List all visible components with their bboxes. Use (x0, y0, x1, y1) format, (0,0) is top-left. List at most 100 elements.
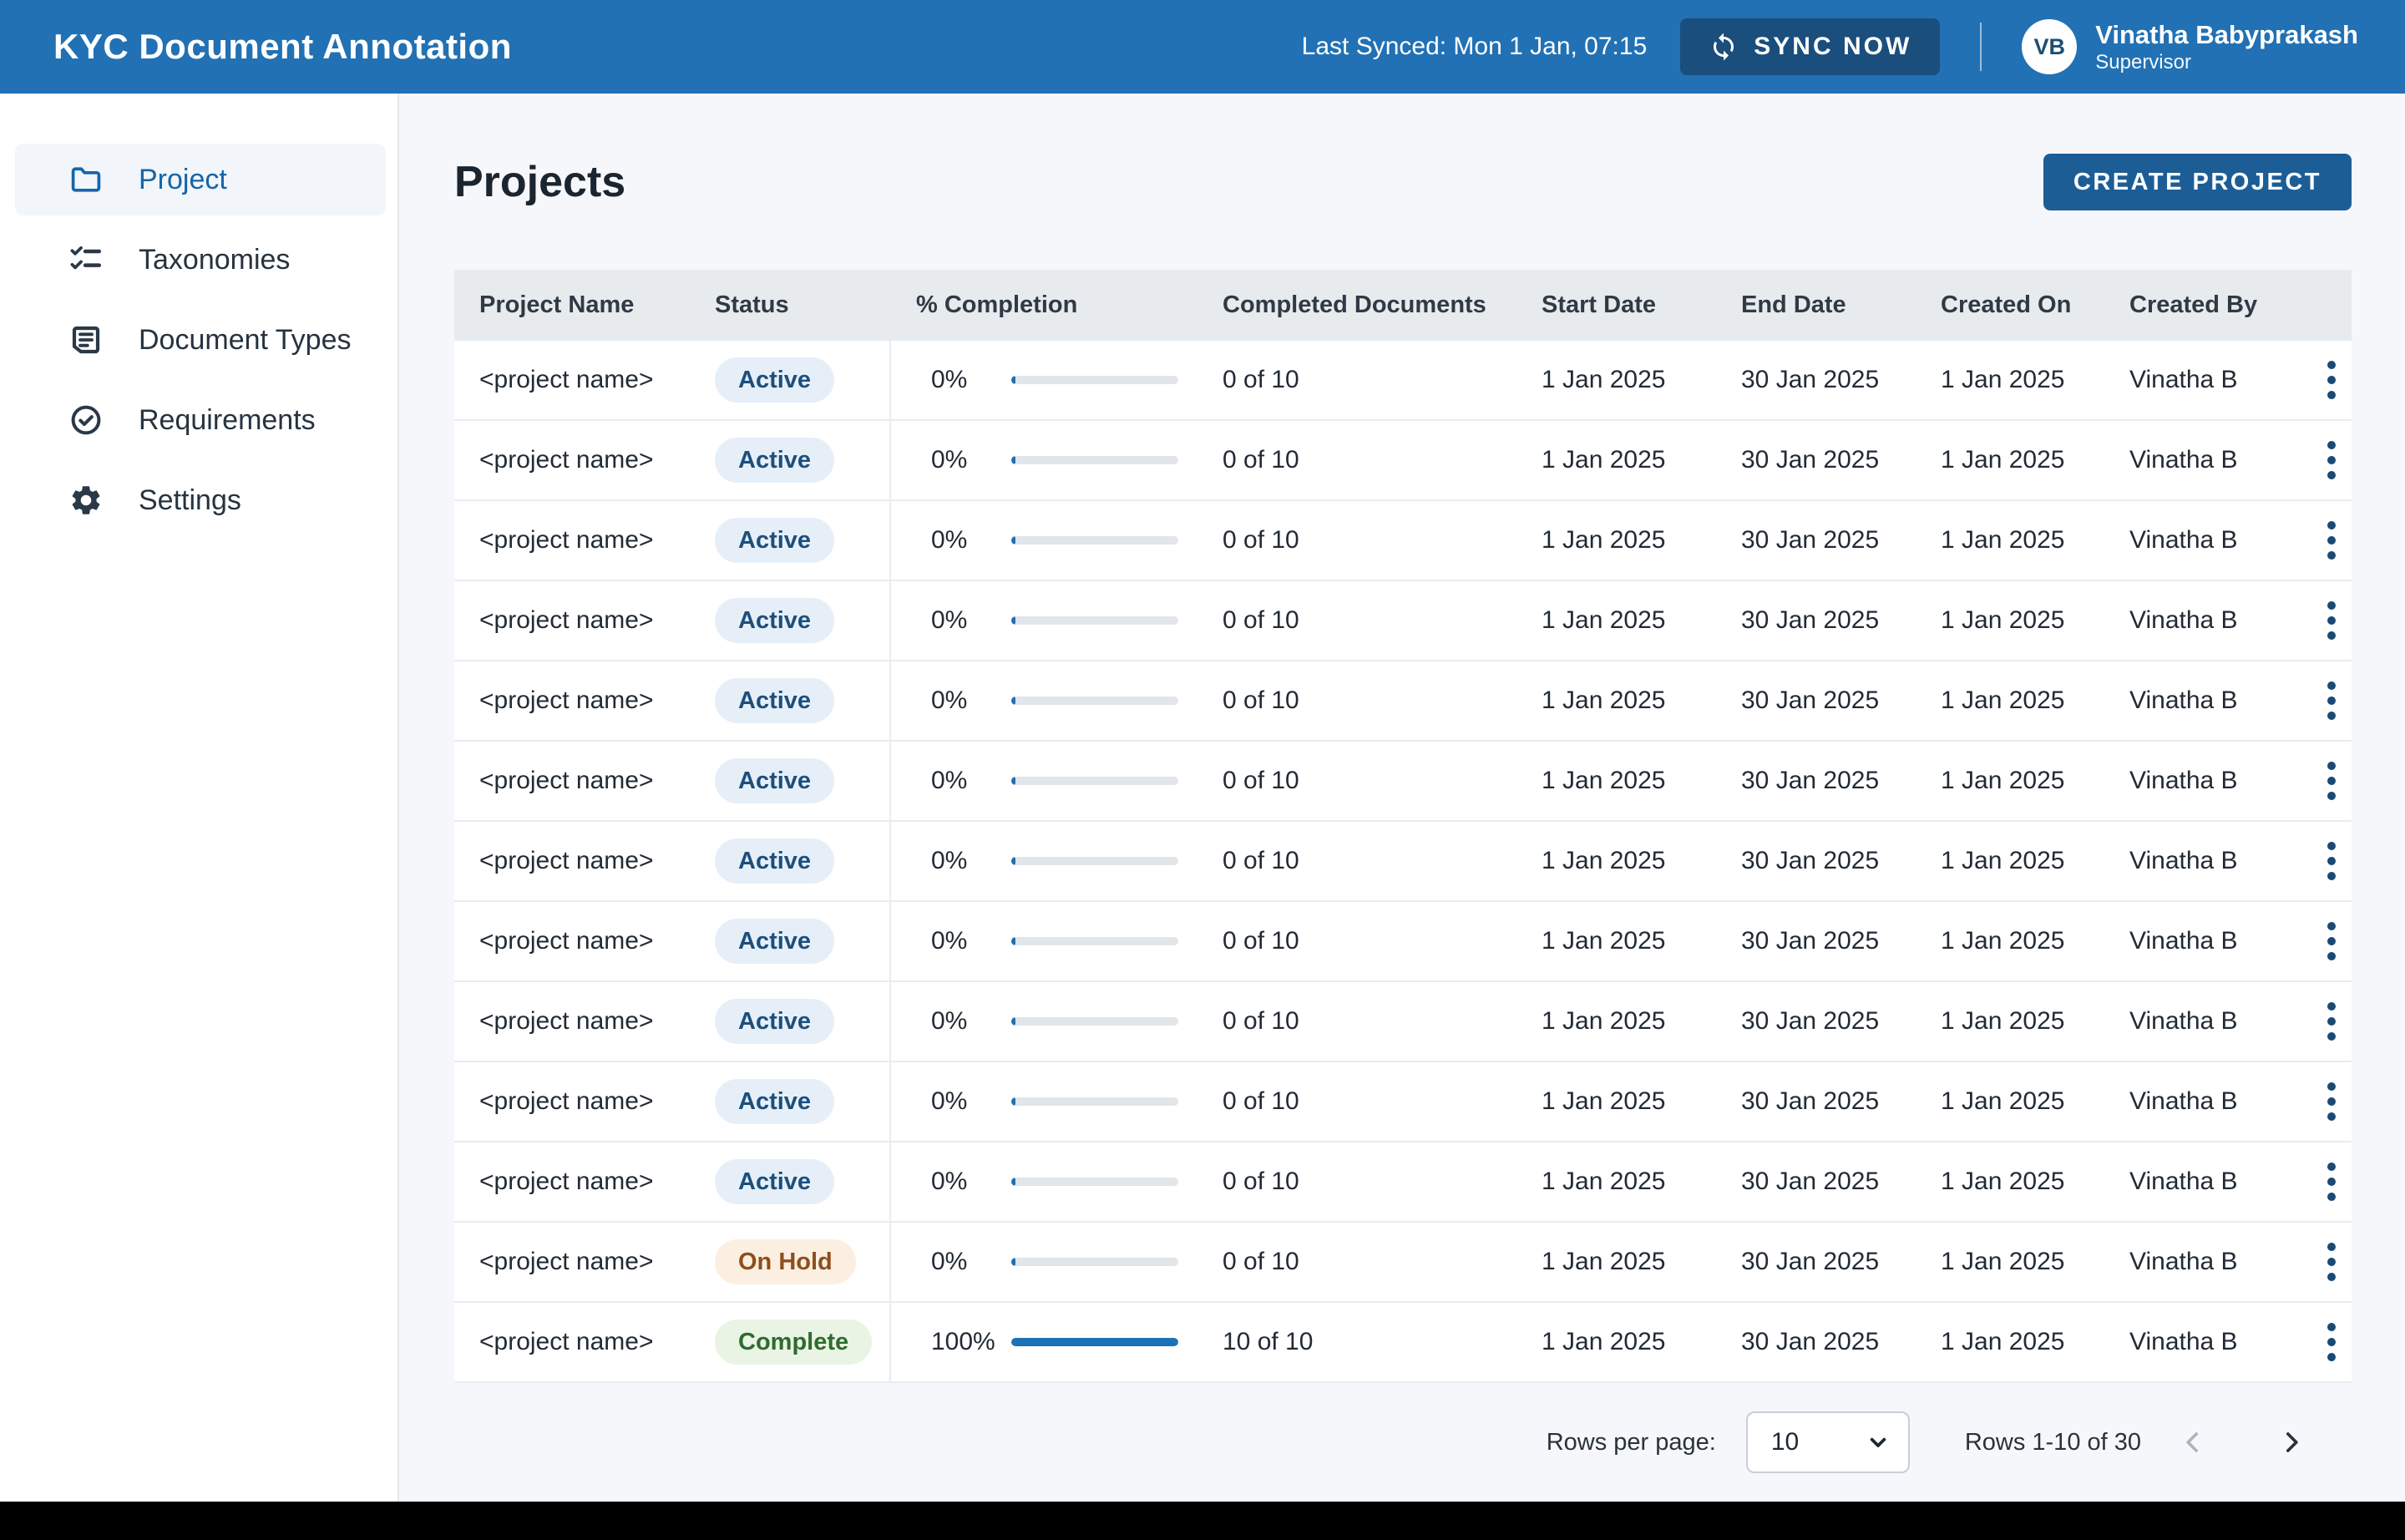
user-info: Vinatha Babyprakash Supervisor (2095, 19, 2358, 75)
progress-fill (1011, 1258, 1015, 1266)
header-right-cluster: Last Synced: Mon 1 Jan, 07:15 SYNC NOW V… (1302, 18, 2358, 75)
project-name-cell: <project name> (479, 686, 654, 714)
project-name-cell: <project name> (479, 1328, 654, 1355)
table-row[interactable]: <project name> Active 0% 0 of 10 1 Jan 2… (454, 742, 2352, 822)
project-name-cell: <project name> (479, 767, 654, 794)
table-row[interactable]: <project name> Active 0% 0 of 10 1 Jan 2… (454, 421, 2352, 501)
start-date-cell: 1 Jan 2025 (1542, 606, 1666, 634)
progress-fill (1011, 456, 1015, 464)
row-actions-menu-button[interactable] (2316, 914, 2347, 969)
sidebar-item-document-types[interactable]: Document Types (15, 304, 386, 376)
status-badge: On Hold (715, 1239, 856, 1284)
table-row[interactable]: <project name> Active 0% 0 of 10 1 Jan 2… (454, 581, 2352, 661)
end-date-cell: 30 Jan 2025 (1741, 446, 1880, 474)
row-actions-menu-button[interactable] (2316, 1315, 2347, 1370)
table-row[interactable]: <project name> Active 0% 0 of 10 1 Jan 2… (454, 982, 2352, 1062)
row-actions-menu-button[interactable] (2316, 1154, 2347, 1209)
start-date-cell: 1 Jan 2025 (1542, 1087, 1666, 1115)
sidebar-item-label: Settings (139, 484, 241, 516)
row-actions-menu-button[interactable] (2316, 994, 2347, 1049)
create-project-button[interactable]: CREATE PROJECT (2043, 154, 2352, 210)
table-body: <project name> Active 0% 0 of 10 1 Jan 2… (454, 341, 2352, 1383)
completed-documents-cell: 0 of 10 (1223, 1007, 1299, 1035)
start-date-cell: 1 Jan 2025 (1542, 686, 1666, 714)
table-row[interactable]: <project name> Active 0% 0 of 10 1 Jan 2… (454, 1062, 2352, 1142)
kebab-icon (2327, 1323, 2336, 1331)
project-name-cell: <project name> (479, 1248, 654, 1275)
column-header-completed-documents: Completed Documents (1223, 291, 1486, 318)
end-date-cell: 30 Jan 2025 (1741, 1168, 1880, 1195)
start-date-cell: 1 Jan 2025 (1542, 1328, 1666, 1355)
row-actions-menu-button[interactable] (2316, 593, 2347, 648)
completed-documents-cell: 0 of 10 (1223, 606, 1299, 634)
end-date-cell: 30 Jan 2025 (1741, 526, 1880, 554)
start-date-cell: 1 Jan 2025 (1542, 847, 1666, 874)
sidebar-item-taxonomies[interactable]: Taxonomies (15, 224, 386, 296)
row-actions-menu-button[interactable] (2316, 833, 2347, 889)
progress-fill (1011, 1338, 1178, 1346)
rows-per-page-value: 10 (1770, 1428, 1800, 1456)
completed-documents-cell: 0 of 10 (1223, 366, 1299, 393)
row-actions-menu-button[interactable] (2316, 513, 2347, 568)
checklist-icon (68, 242, 104, 277)
kebab-icon (2327, 1082, 2336, 1091)
end-date-cell: 30 Jan 2025 (1741, 1087, 1880, 1115)
chevron-down-icon (1865, 1429, 1891, 1456)
table-row[interactable]: <project name> Active 0% 0 of 10 1 Jan 2… (454, 902, 2352, 982)
status-badge: Active (715, 838, 835, 884)
kebab-icon (2327, 922, 2336, 930)
created-by-cell: Vinatha B (2129, 927, 2238, 955)
row-actions-menu-button[interactable] (2316, 753, 2347, 808)
end-date-cell: 30 Jan 2025 (1741, 927, 1880, 955)
row-actions-menu-button[interactable] (2316, 352, 2347, 408)
created-by-cell: Vinatha B (2129, 767, 2238, 794)
rows-per-page-label: Rows per page: (1546, 1428, 1716, 1456)
end-date-cell: 30 Jan 2025 (1741, 767, 1880, 794)
table-row[interactable]: <project name> On Hold 0% 0 of 10 1 Jan … (454, 1223, 2352, 1303)
progress-bar (1011, 697, 1178, 705)
user-menu[interactable]: VB Vinatha Babyprakash Supervisor (2022, 19, 2358, 75)
table-row[interactable]: <project name> Active 0% 0 of 10 1 Jan 2… (454, 661, 2352, 742)
top-header: KYC Document Annotation Last Synced: Mon… (0, 0, 2405, 94)
progress-fill (1011, 536, 1015, 545)
project-name-cell: <project name> (479, 1007, 654, 1035)
status-badge: Active (715, 678, 835, 723)
created-by-cell: Vinatha B (2129, 1087, 2238, 1115)
sidebar: Project Taxonomies (0, 94, 399, 1502)
completed-documents-cell: 0 of 10 (1223, 767, 1299, 794)
sync-icon (1709, 32, 1739, 62)
row-actions-menu-button[interactable] (2316, 1074, 2347, 1129)
created-on-cell: 1 Jan 2025 (1941, 606, 2065, 634)
column-header-end-date: End Date (1741, 291, 1846, 318)
kebab-icon (2327, 1243, 2336, 1251)
table-row[interactable]: <project name> Complete 100% 10 of 10 1 … (454, 1303, 2352, 1383)
table-row[interactable]: <project name> Active 0% 0 of 10 1 Jan 2… (454, 501, 2352, 581)
sync-now-button[interactable]: SYNC NOW (1680, 18, 1941, 75)
created-by-cell: Vinatha B (2129, 446, 2238, 474)
column-header-project-name: Project Name (479, 291, 635, 318)
sidebar-item-requirements[interactable]: Requirements (15, 384, 386, 456)
sidebar-item-settings[interactable]: Settings (15, 464, 386, 536)
end-date-cell: 30 Jan 2025 (1741, 1007, 1880, 1035)
progress-bar (1011, 777, 1178, 785)
project-name-cell: <project name> (479, 847, 654, 874)
previous-page-button[interactable] (2171, 1421, 2215, 1464)
table-row[interactable]: <project name> Active 0% 0 of 10 1 Jan 2… (454, 822, 2352, 902)
user-name: Vinatha Babyprakash (2095, 19, 2358, 49)
rows-per-page-select[interactable]: 10 (1745, 1411, 1910, 1473)
table-row[interactable]: <project name> Active 0% 0 of 10 1 Jan 2… (454, 341, 2352, 421)
sidebar-item-project[interactable]: Project (15, 144, 386, 215)
row-actions-menu-button[interactable] (2316, 433, 2347, 488)
row-actions-menu-button[interactable] (2316, 673, 2347, 728)
project-name-cell: <project name> (479, 1087, 654, 1115)
progress-bar (1011, 937, 1178, 945)
kebab-icon (2327, 441, 2336, 449)
completed-documents-cell: 10 of 10 (1223, 1328, 1314, 1355)
completion-percent: 0% (931, 686, 968, 714)
row-actions-menu-button[interactable] (2316, 1234, 2347, 1289)
column-header-status: Status (715, 291, 789, 318)
table-row[interactable]: <project name> Active 0% 0 of 10 1 Jan 2… (454, 1142, 2352, 1223)
created-on-cell: 1 Jan 2025 (1941, 366, 2065, 393)
start-date-cell: 1 Jan 2025 (1542, 927, 1666, 955)
next-page-button[interactable] (2270, 1421, 2313, 1464)
